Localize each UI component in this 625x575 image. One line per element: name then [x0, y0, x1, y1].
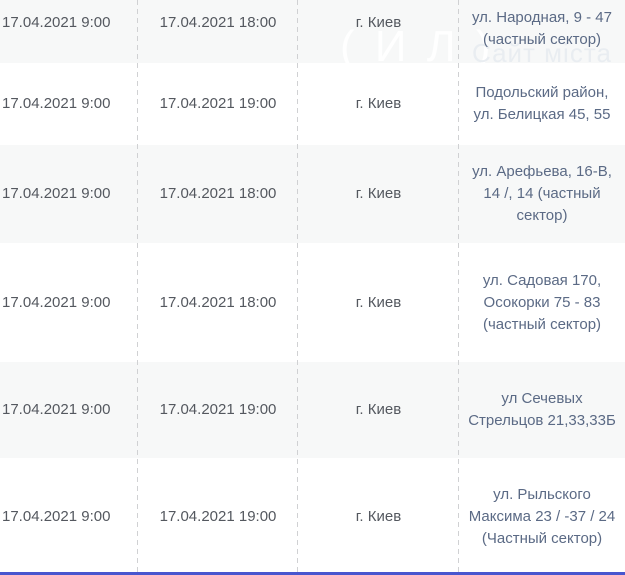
- table-row: 17.04.2021 9:00 17.04.2021 19:00 г. Киев По…: [0, 63, 625, 145]
- start-time-cell: 17.04.2021 9:00: [2, 13, 111, 31]
- table-row: 17.04.2021 9:00 17.04.2021 19:00 г. Киев ул…: [0, 362, 625, 458]
- column-separator-2: [297, 0, 298, 575]
- column-separator-3: [458, 0, 459, 575]
- end-time-cell: 17.04.2021 18:00: [159, 293, 277, 311]
- address-text: ул Сечевых Стрельцов 21,33,33Б: [468, 390, 616, 429]
- bottom-accent-bar: [0, 572, 625, 575]
- table-row: 17.04.2021 9:00 17.04.2021 19:00 г. Киев ул…: [0, 458, 625, 575]
- start-time-cell: 17.04.2021 9:00: [2, 95, 111, 112]
- address-cell: Подольский район, ул. Белицкая 45, 55: [459, 82, 625, 126]
- address-cell: ул. Арефьева, 16-В, 14 /, 14 (частный се…: [459, 161, 625, 227]
- address-text: Подольский район, ул. Белицкая 45, 55: [473, 84, 611, 123]
- column-separator-1: [137, 0, 138, 575]
- city-cell: г. Киев: [355, 401, 402, 418]
- end-time-cell: 17.04.2021 19:00: [159, 95, 277, 112]
- city-cell: г. Киев: [355, 185, 402, 202]
- city-cell: г. Киев: [355, 13, 402, 31]
- site-watermark-text: Сайт міста: [472, 38, 612, 68]
- table-row: 17.04.2021 9:00 17.04.2021 18:00 г. Киев ул…: [0, 0, 625, 63]
- address-text: ул. Народная, 9 - 47 (частный сектор): [472, 8, 612, 48]
- end-time-cell: 17.04.2021 19:00: [159, 401, 277, 418]
- address-cell: ул. Садовая 170, Осокорки 75 - 83 (частн…: [459, 270, 625, 336]
- end-time-cell: 17.04.2021 18:00: [159, 13, 277, 31]
- site-watermark-logo: ( И Л ): [340, 22, 495, 71]
- start-time-cell: 17.04.2021 9:00: [2, 507, 111, 525]
- end-time-cell: 17.04.2021 18:00: [159, 185, 277, 202]
- city-cell: г. Киев: [355, 507, 402, 525]
- table-row: 17.04.2021 9:00 17.04.2021 18:00 г. Киев ул…: [0, 243, 625, 362]
- address-text: ул. Рыльского Максима 23 / -37 / 24 (Час…: [468, 485, 616, 547]
- address-cell: ул. Народная, 9 - 47 (частный сектор): [459, 7, 625, 51]
- table-row: 17.04.2021 9:00 17.04.2021 18:00 г. Киев ул…: [0, 145, 625, 243]
- city-cell: г. Киев: [355, 293, 402, 311]
- start-time-cell: 17.04.2021 9:00: [2, 185, 111, 202]
- start-time-cell: 17.04.2021 9:00: [2, 401, 111, 418]
- city-cell: г. Киев: [355, 95, 402, 112]
- address-text: ул. Арефьева, 16-В, 14 /, 14 (частный се…: [472, 163, 612, 224]
- address-cell: ул. Рыльского Максима 23 / -37 / 24 (Час…: [459, 484, 625, 550]
- address-text: ул. Садовая 170, Осокорки 75 - 83 (частн…: [482, 271, 602, 333]
- start-time-cell: 17.04.2021 9:00: [2, 293, 111, 311]
- end-time-cell: 17.04.2021 19:00: [159, 507, 277, 525]
- address-cell: ул Сечевых Стрельцов 21,33,33Б: [459, 388, 625, 432]
